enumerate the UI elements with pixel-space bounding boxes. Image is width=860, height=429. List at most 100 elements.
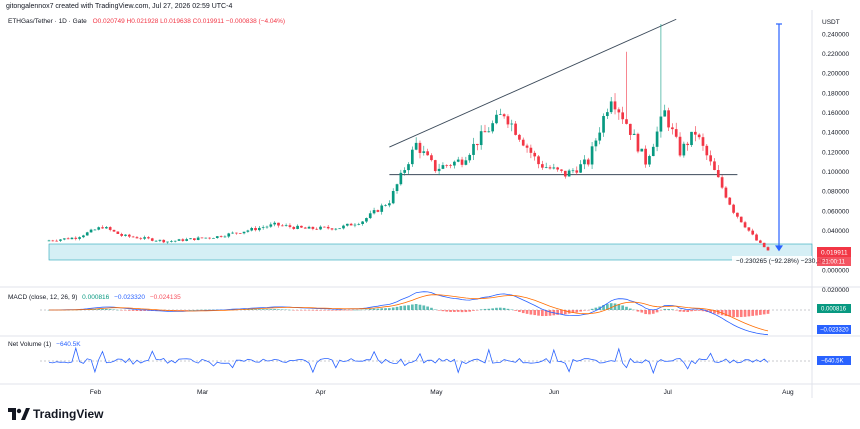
candle-body (410, 149, 414, 165)
candle-body (273, 222, 276, 225)
candle-body (89, 229, 93, 233)
candle-body (609, 101, 613, 113)
candle-body (460, 159, 464, 165)
macd-hist-bar (265, 309, 269, 310)
macd-hist-bar (613, 303, 617, 310)
candle-body (491, 123, 494, 132)
candle-body (227, 233, 231, 237)
time-tick-label: Jul (664, 389, 673, 396)
macd-hist-bar (135, 310, 139, 311)
candle-body (196, 237, 200, 241)
candle-body (506, 116, 510, 125)
bar-countdown: 21:00:11 (822, 260, 846, 266)
time-axis-ticks: Feb Mar Apr May Jun Jul Aug (90, 389, 794, 396)
macd-hist-bar (464, 310, 468, 313)
candle-body (456, 159, 460, 162)
macd-hist-bar (762, 310, 766, 315)
candle-body (674, 129, 678, 137)
macd-hist-bar (502, 307, 506, 310)
candlestick-series[interactable] (47, 23, 770, 251)
candle-body (594, 140, 598, 147)
macd-hist-bar (384, 308, 387, 310)
macd-hist-bar (709, 310, 712, 313)
chart-creator-caption: gitongalennox7 created with TradingView.… (6, 3, 233, 10)
tradingview-logo[interactable]: TradingView (8, 407, 103, 421)
macd-hist-bar (575, 310, 579, 313)
macd-hist-bar (548, 310, 552, 316)
candle-body (567, 170, 571, 177)
resistance-trendline[interactable] (389, 18, 677, 148)
candle-body (709, 155, 712, 162)
candle-body (483, 131, 487, 133)
macd-hist-bar (246, 309, 250, 310)
macd-hist-bar (751, 310, 755, 316)
macd-hist-bar (487, 308, 491, 310)
candle-body (449, 165, 452, 166)
price-tick-label: 0.000000 (822, 267, 849, 274)
macd-hist-bar (495, 307, 498, 310)
macd-legend[interactable]: MACD (close, 12, 26, 9) 0.000816 −0.0233… (8, 294, 181, 301)
candle-body (361, 221, 364, 225)
macd-hist-bar (93, 308, 97, 310)
macd-hist-bar (556, 310, 559, 315)
time-tick-label: Jun (549, 389, 560, 396)
candle-body (437, 168, 441, 172)
candle-body (93, 229, 97, 231)
candle-body (246, 230, 250, 232)
macd-hist-value: 0.000816 (82, 294, 110, 301)
price-tick-label: 0.160000 (822, 110, 849, 117)
candle-body (472, 143, 475, 155)
macd-hist-bar (724, 310, 728, 317)
macd-hist-bar (671, 309, 674, 310)
candle-body (395, 184, 399, 192)
candle-body (732, 204, 735, 213)
macd-hist-bar (571, 310, 575, 313)
candle-body (284, 225, 288, 226)
candle-body (537, 156, 540, 165)
candle-body (311, 226, 315, 229)
candle-body (334, 228, 338, 230)
candle-body (147, 237, 150, 239)
measure-tool[interactable]: −0.230265 (−92.28%) −230,265 (732, 23, 828, 265)
candle-body (277, 222, 280, 226)
candle-body (751, 230, 755, 235)
price-zone-rectangle[interactable] (48, 243, 813, 261)
candle-body (124, 234, 127, 236)
macd-hist-bar (736, 310, 739, 318)
candle-body (120, 233, 124, 236)
macd-hist-bar (713, 310, 716, 314)
candle-body (59, 239, 62, 241)
candle-body (487, 131, 491, 133)
macd-hist-bar (739, 310, 743, 318)
candle-body (154, 240, 158, 242)
net-volume-legend[interactable]: Net Volume (1) −640.5K (8, 341, 81, 348)
macd-hist-bar (625, 306, 628, 310)
candle-body (365, 218, 368, 222)
macd-hist-bar (728, 310, 732, 317)
macd-hist-bar (667, 309, 670, 310)
macd-hist-bar (594, 307, 598, 310)
macd-hist-bar (277, 309, 280, 310)
candle-body (659, 116, 663, 132)
candle-body (204, 237, 208, 239)
candle-body (556, 167, 559, 170)
candle-body (430, 155, 433, 161)
candle-body (177, 239, 181, 241)
symbol-legend[interactable]: ETHGas/Tether · 1D · Gate O0.020749 H0.0… (8, 18, 285, 25)
macd-hist-bar (311, 310, 315, 311)
candle-body (345, 223, 349, 226)
price-tick-label: 0.080000 (822, 189, 849, 196)
candle-body (70, 237, 74, 240)
price-tick-label: 0.060000 (822, 208, 849, 215)
candle-body (613, 101, 617, 110)
symbol-title: ETHGas/Tether · 1D · Gate (8, 18, 87, 25)
net-volume-line (48, 346, 769, 375)
macd-hist-bar (755, 310, 758, 316)
macd-hist-bar (537, 310, 540, 316)
candle-body (181, 239, 185, 241)
macd-hist-bar (437, 310, 441, 311)
candle-body (231, 232, 234, 234)
macd-hist-bar (506, 308, 510, 310)
macd-hist-bar (372, 308, 376, 310)
